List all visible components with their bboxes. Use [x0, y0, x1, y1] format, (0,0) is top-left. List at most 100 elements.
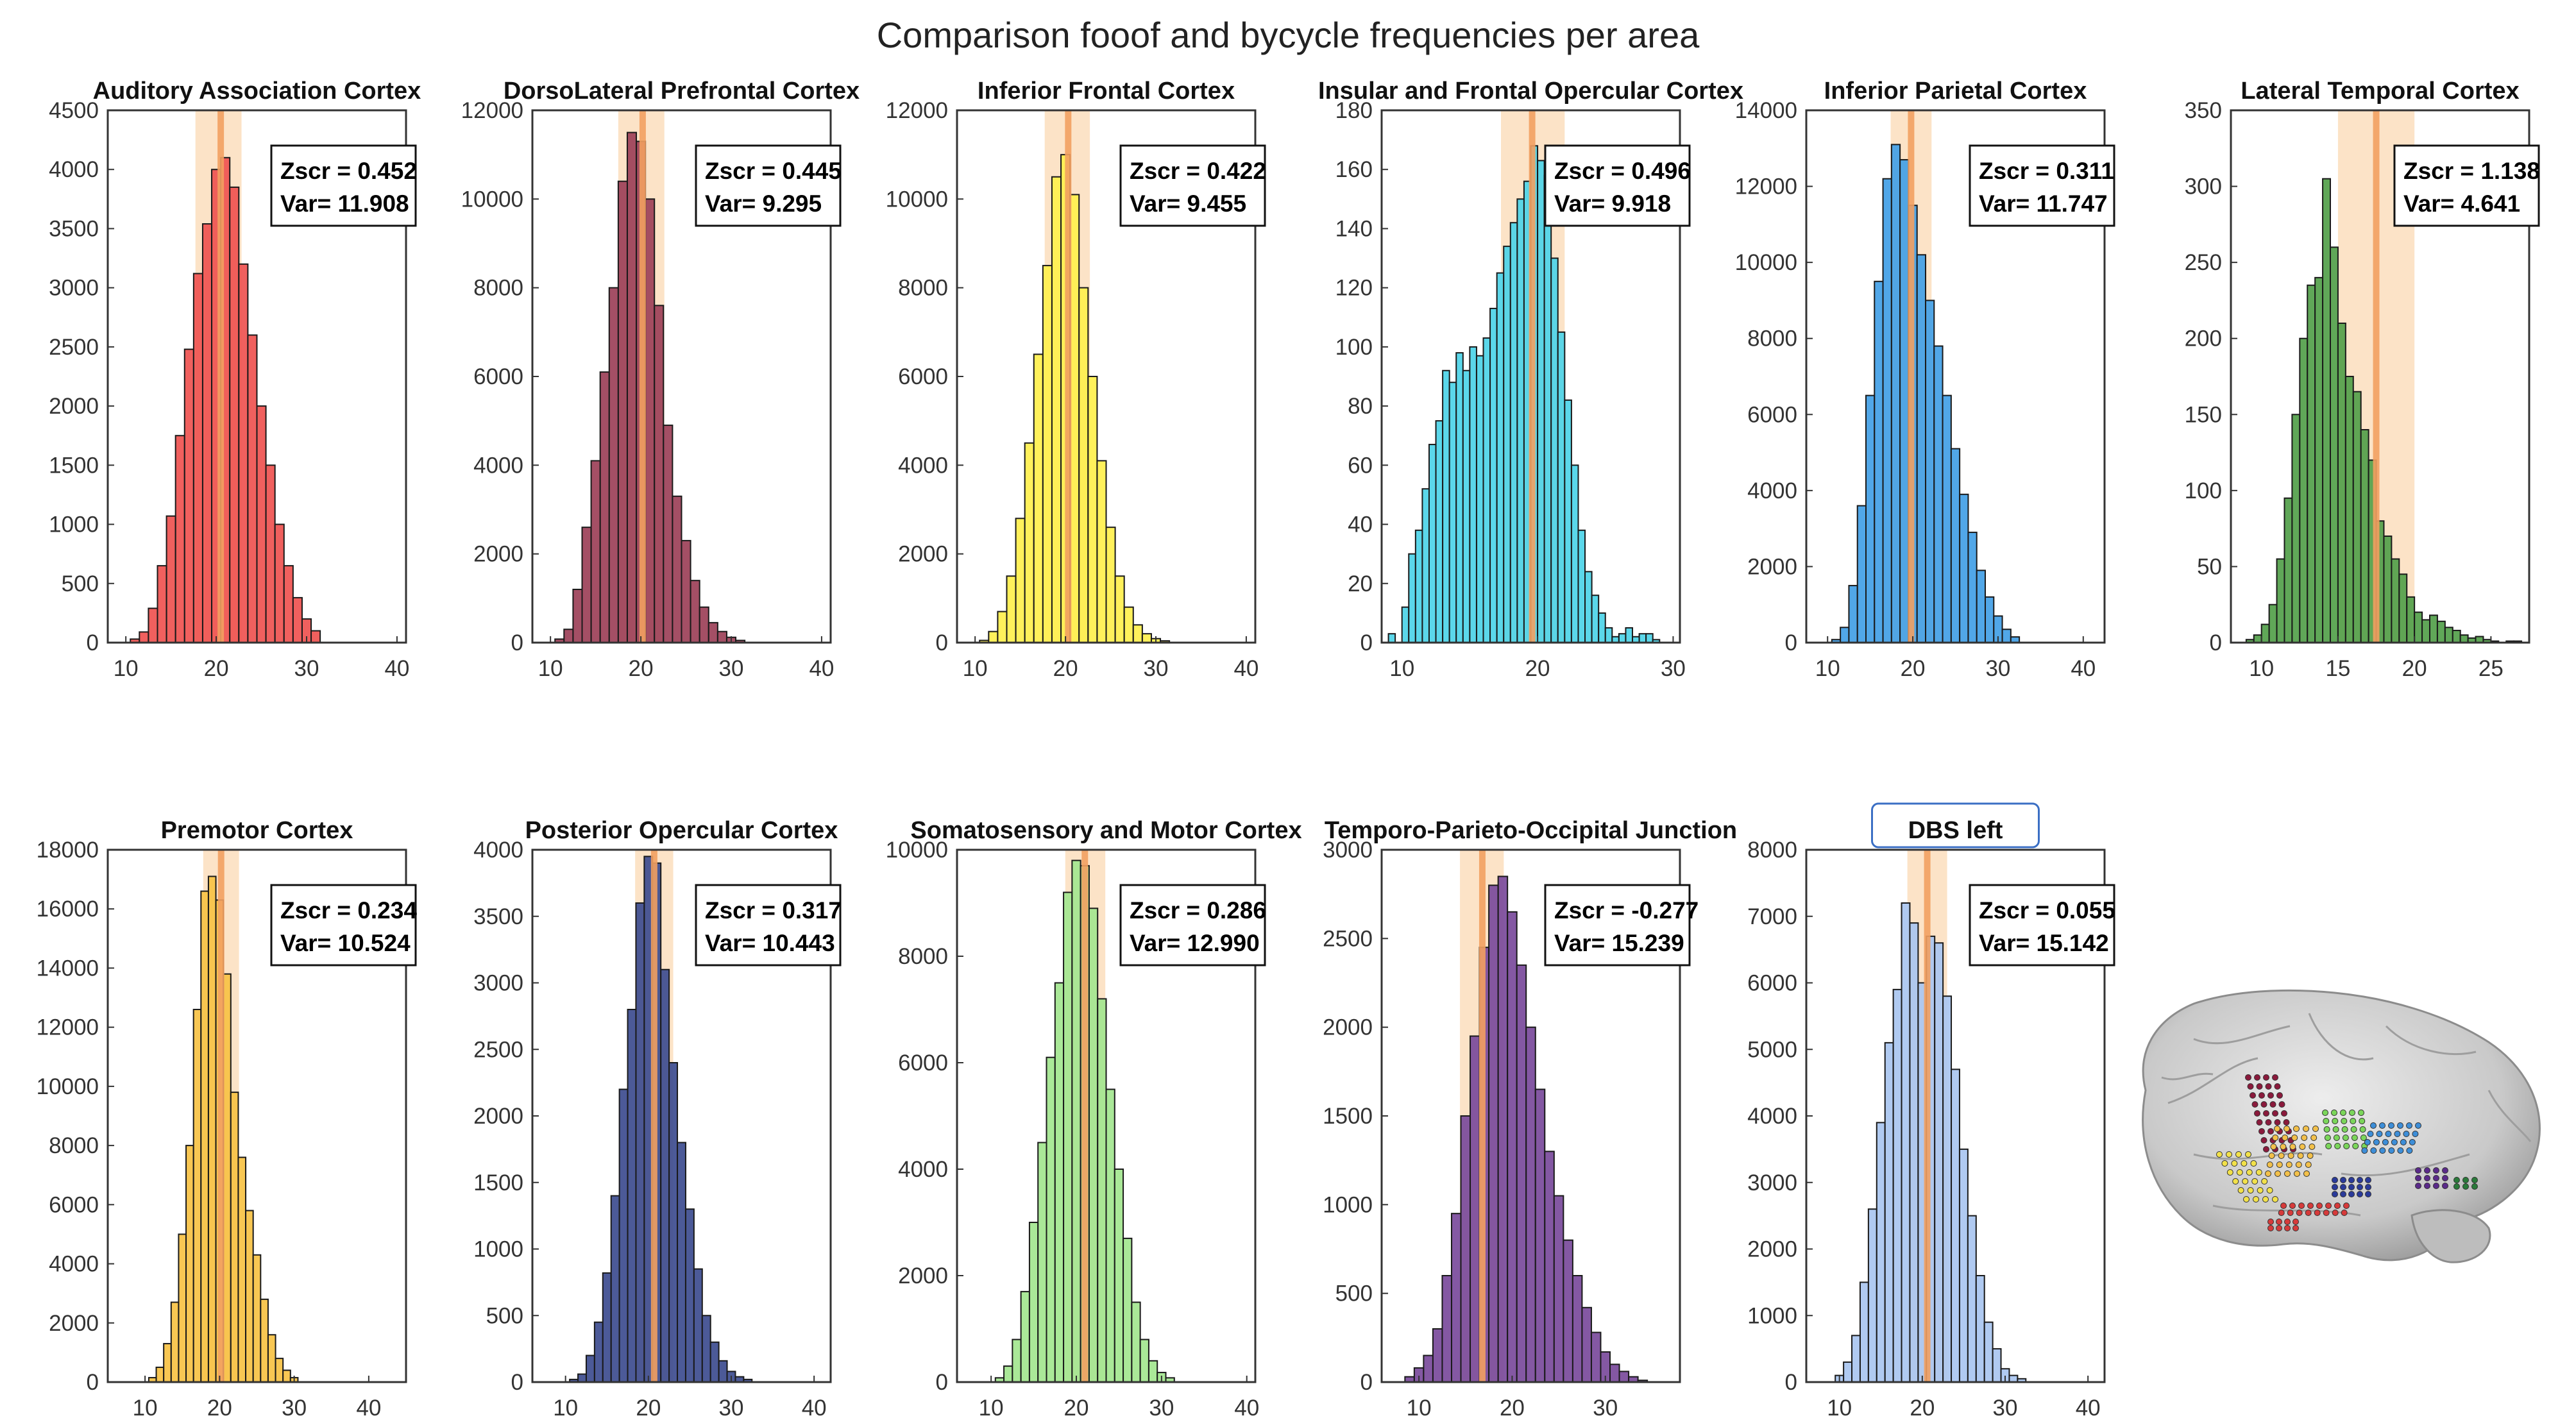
y-tick-label: 3000	[473, 971, 523, 996]
histogram-bar	[1063, 891, 1073, 1382]
histogram-bar	[663, 425, 674, 643]
x-tick-label: 20	[1053, 656, 1078, 681]
histogram-bar	[1851, 1335, 1861, 1382]
electrode-dot	[2293, 1126, 2300, 1132]
electrode-dot	[2258, 1092, 2265, 1099]
histogram-9: 10 20 30 40 0 2000 4000 6000 8000 10000Somatosens…	[886, 817, 1302, 1418]
plot-area	[979, 110, 1171, 643]
histogram-bar	[183, 348, 194, 643]
stats-box	[270, 144, 417, 227]
x-tick-label: 40	[384, 656, 409, 681]
electrode-dot	[2332, 1177, 2338, 1183]
histogram-bar	[1901, 902, 1911, 1382]
electrode-dot	[2251, 1101, 2258, 1108]
electrode-dot	[2442, 1167, 2448, 1174]
y-tick-label: 2000	[898, 1263, 948, 1288]
plot-area	[554, 110, 746, 643]
y-tick-label: 14000	[37, 956, 99, 981]
y-tick-label: 1000	[1747, 1303, 1797, 1328]
y-tick-label: 0	[1360, 1370, 1373, 1395]
stats-box	[695, 144, 842, 227]
electrode-dot	[2334, 1203, 2341, 1209]
electrode-dot	[2340, 1184, 2346, 1190]
y-tick-label: 4000	[49, 157, 99, 182]
histogram-bar	[1557, 331, 1566, 643]
histogram-bar	[690, 580, 700, 643]
histogram-bar	[1867, 1208, 1877, 1382]
histogram-bar	[1652, 639, 1661, 643]
electrode-dot	[2360, 1135, 2367, 1141]
histogram-bar	[1976, 570, 1987, 643]
electrode-dot	[2287, 1152, 2294, 1159]
histogram-bar	[310, 630, 321, 643]
histogram-bar	[2383, 536, 2393, 643]
electrode-dot	[2283, 1119, 2290, 1126]
electrode-dot	[2260, 1137, 2267, 1144]
plot-area	[1387, 110, 1661, 643]
histogram-bar	[1488, 884, 1499, 1382]
x-tick-label: 30	[1144, 656, 1169, 681]
y-tick-label: 7000	[1747, 904, 1797, 929]
histogram-bar	[1553, 1195, 1564, 1382]
electrode-dot	[2314, 1210, 2321, 1216]
histogram-bar	[2001, 629, 2012, 643]
electrode-dot	[2433, 1175, 2439, 1181]
electrode-dot	[2301, 1135, 2308, 1141]
axes-box	[106, 109, 407, 644]
histogram-bar	[2307, 284, 2316, 643]
electrode-dot	[2263, 1110, 2269, 1117]
brain-cerebellum	[2411, 1209, 2491, 1263]
x-tick-label: 40	[2076, 1396, 2101, 1418]
x-tick-label: 10	[114, 656, 139, 681]
y-tick-label: 4000	[473, 453, 523, 478]
electrode-dot	[2305, 1210, 2312, 1216]
histogram-bar	[1537, 160, 1545, 643]
electrode-dot	[2424, 1183, 2430, 1189]
electrode-dot	[2323, 1118, 2330, 1124]
stats-box	[1119, 884, 1266, 966]
histogram-bar	[635, 902, 645, 1382]
plot-area	[2245, 110, 2523, 643]
y-tick-label: 0	[1785, 630, 1797, 655]
x-tick-label: 30	[1593, 1396, 1618, 1418]
histogram-bar	[1012, 1338, 1022, 1382]
y-tick-label: 4000	[1747, 1104, 1797, 1129]
histogram-bar	[2414, 611, 2423, 643]
histogram-bar	[1105, 527, 1116, 643]
electrode-dot	[2272, 1196, 2278, 1203]
axes-box	[106, 848, 407, 1383]
y-tick-label: 200	[2185, 326, 2222, 351]
electrode-dot	[2251, 1178, 2258, 1185]
histogram-bar	[185, 1145, 194, 1382]
y-tick-label: 2000	[1747, 554, 1797, 579]
y-tick-label: 8000	[473, 276, 523, 301]
electrode-dot	[2343, 1203, 2350, 1209]
electrode-dot	[2323, 1126, 2330, 1133]
figure-title: Comparison fooof and bycycle frequencies…	[877, 15, 1700, 55]
x-tick-label: 40	[1234, 1396, 1259, 1418]
histogram-bar	[1482, 337, 1491, 643]
y-tick-label: 4000	[898, 1157, 948, 1182]
y-tick-label: 5000	[1747, 1037, 1797, 1062]
zscore-label: Zscr = 0.452	[280, 158, 417, 184]
electrode-dot	[2276, 1219, 2282, 1225]
histogram-bar	[709, 1341, 720, 1382]
histogram-bar	[260, 1298, 269, 1382]
y-tick-label: 100	[1335, 335, 1373, 360]
y-tick-label: 500	[1335, 1281, 1373, 1306]
electrode-dot	[2316, 1203, 2323, 1209]
y-tick-label: 6000	[898, 1051, 948, 1076]
electrode-dot	[2332, 1126, 2339, 1133]
y-tick-label: 14000	[1735, 98, 1797, 123]
histogram-bar	[252, 1254, 262, 1382]
electrode-dot	[2471, 1177, 2478, 1183]
electrode-dot	[2268, 1152, 2275, 1159]
histogram-bar	[1581, 1306, 1592, 1382]
histogram-bar	[1925, 300, 1935, 643]
histogram-bar	[1975, 1275, 1985, 1382]
y-tick-label: 0	[2210, 630, 2222, 655]
electrode-dot	[2442, 1183, 2448, 1189]
y-tick-label: 12000	[1735, 174, 1797, 199]
